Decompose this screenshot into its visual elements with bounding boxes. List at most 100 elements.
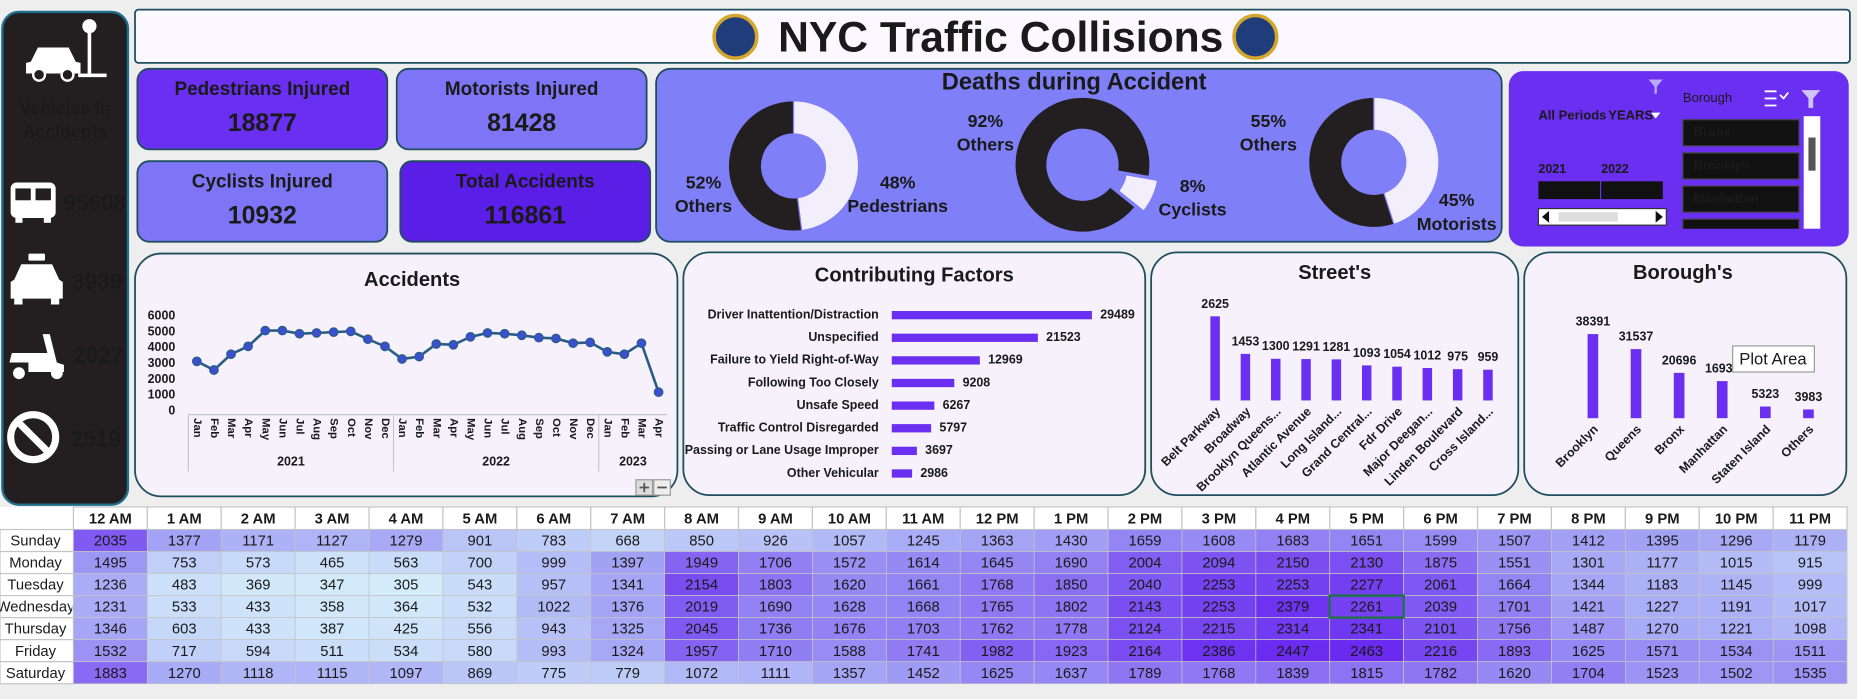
cell-value: 1377 <box>168 534 201 550</box>
cell-value: 1620 <box>1498 666 1531 682</box>
heatmap-cell[interactable] <box>1772 661 1848 685</box>
column-header: 2 AM <box>241 511 276 527</box>
donut-category-label: Cyclists <box>1159 200 1227 220</box>
cell-value: 1245 <box>907 534 940 550</box>
multiselect-icon[interactable] <box>1764 90 1790 107</box>
category-label: Following Too Closely <box>748 375 879 389</box>
cell-value: 717 <box>172 644 197 660</box>
line-marker <box>431 339 442 349</box>
cell-value: 1789 <box>1129 666 1162 682</box>
cell-value: 1625 <box>981 666 1014 682</box>
cell-value: 1017 <box>1794 600 1827 616</box>
timeline-period[interactable] <box>1601 181 1663 200</box>
vehicle-count: 95608 <box>63 190 126 215</box>
cell-value: 364 <box>394 600 419 616</box>
cell-value: 1664 <box>1498 578 1531 594</box>
cell-value: 1551 <box>1498 556 1531 572</box>
x-tick-label: Mar <box>636 418 648 439</box>
cell-value: 543 <box>468 578 493 594</box>
cell-value: 433 <box>246 600 271 616</box>
slicer-dropdown[interactable] <box>1650 112 1661 119</box>
kpi-value: 116861 <box>484 201 566 229</box>
slicer-item-label: Manhattan <box>1694 191 1759 206</box>
category-label: Other Vehicular <box>787 466 879 480</box>
bar <box>1240 353 1251 401</box>
kpi-card <box>399 160 652 243</box>
cell-value: 1701 <box>1498 600 1531 616</box>
column-header: 2 PM <box>1128 511 1163 527</box>
cell-value: 358 <box>320 600 345 616</box>
cell-value: 700 <box>468 556 493 572</box>
row-header: Friday <box>15 644 57 660</box>
value-label: 9208 <box>963 375 991 389</box>
slicer-item-label: Bronx <box>1694 124 1732 139</box>
x-tick-label: Oct <box>550 418 562 437</box>
cell-value: 2463 <box>1350 644 1383 660</box>
value-label: 1093 <box>1353 346 1381 360</box>
value-label: 1300 <box>1262 339 1290 353</box>
cell-value: 1487 <box>1572 622 1605 638</box>
cell-value: 1710 <box>759 644 792 660</box>
category-label: Unspecified <box>808 330 878 344</box>
donut-value-label: 52% <box>686 172 722 192</box>
slicer-item[interactable] <box>1682 152 1800 180</box>
category-label: Failure to Yield Right-of-Way <box>710 353 879 367</box>
column-header: 5 AM <box>462 511 497 527</box>
zoom-buttons[interactable] <box>635 479 671 496</box>
column-header: 4 PM <box>1276 511 1311 527</box>
donut-slice <box>1117 174 1159 212</box>
cell-value: 1628 <box>833 600 866 616</box>
cell-value: 775 <box>541 666 566 682</box>
taxi-wheel <box>50 297 60 305</box>
cell-value: 1815 <box>1350 666 1383 682</box>
slicer-item[interactable] <box>1682 119 1800 147</box>
cell-value: 1704 <box>1572 666 1605 682</box>
cell-value: 2040 <box>1129 578 1162 594</box>
x-tick-label: Sep <box>328 418 340 439</box>
sign-post <box>87 30 92 74</box>
cell-value: 1301 <box>1572 556 1605 572</box>
kpi-label: Pedestrians Injured <box>174 79 350 100</box>
car-wheel <box>31 67 47 82</box>
line-marker <box>534 332 544 343</box>
value-label: 975 <box>1447 350 1468 364</box>
clear-filter-icon[interactable] <box>1801 90 1821 108</box>
cell-value: 1768 <box>981 578 1014 594</box>
cell-value: 483 <box>172 578 197 594</box>
cell-value: 1177 <box>1646 556 1678 572</box>
bar <box>891 446 917 456</box>
cell-value: 1236 <box>94 578 127 594</box>
y-tick-label: 3000 <box>148 356 176 370</box>
bar <box>891 311 1092 320</box>
column-header: 1 PM <box>1054 511 1089 527</box>
slicer-scrollbar[interactable] <box>1803 116 1821 229</box>
cell-value: 1511 <box>1794 644 1826 660</box>
bar <box>1331 359 1342 401</box>
timeline-period[interactable] <box>1538 181 1601 200</box>
title-bar <box>134 8 1851 64</box>
cell-value: 1507 <box>1498 534 1531 550</box>
row-header: Thursday <box>5 622 67 638</box>
bar <box>891 424 932 433</box>
x-tick-label: Aug <box>516 418 528 440</box>
cell-value: 1741 <box>907 644 940 660</box>
accidents-card <box>134 252 679 498</box>
row-header: Sunday <box>10 534 61 550</box>
cell-value: 2150 <box>1276 556 1309 572</box>
cell-value: 1883 <box>94 666 127 682</box>
bar <box>1760 406 1771 419</box>
cell-value: 999 <box>541 556 566 572</box>
slicer-item[interactable] <box>1682 218 1800 245</box>
column-header: 10 PM <box>1715 511 1758 527</box>
cell-value: 1430 <box>1055 534 1088 550</box>
y-tick-label: 5000 <box>148 324 176 338</box>
cell-value: 1325 <box>611 622 644 638</box>
x-tick-label: Nov <box>362 418 374 440</box>
cell-value: 347 <box>320 578 345 594</box>
x-tick-label: Sep <box>533 418 545 439</box>
slicer-item[interactable] <box>1682 185 1800 213</box>
bar <box>1210 316 1220 401</box>
cell-value: 2447 <box>1276 644 1309 660</box>
y-tick-label: 1000 <box>148 388 176 402</box>
cell-value: 1690 <box>759 600 792 616</box>
